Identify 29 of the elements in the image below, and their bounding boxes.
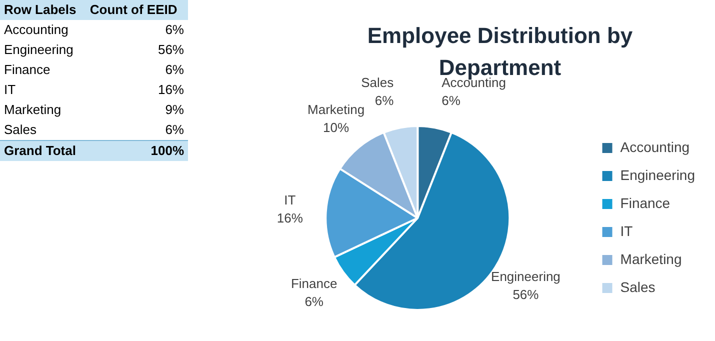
legend-label: Marketing: [620, 250, 682, 267]
text: 6%: [164, 21, 185, 39]
text: IT: [3, 81, 17, 99]
legend-label: Finance: [620, 194, 670, 211]
legend-label: Accounting: [620, 138, 690, 155]
text: Sales: [3, 121, 38, 139]
data-label: 6%: [374, 92, 394, 108]
slice-label: Engineering: [491, 269, 560, 284]
slice-label: Finance: [290, 276, 338, 291]
slice-label: IT: [284, 192, 296, 208]
text: Marketing: [3, 101, 62, 119]
legend-label: Sales: [620, 278, 656, 295]
data-label: 16%: [276, 210, 304, 226]
text: 56%: [156, 41, 185, 59]
data-label: 56%: [512, 287, 540, 302]
data-label: 6%: [304, 294, 324, 309]
slice-label: Marketing: [308, 102, 365, 117]
text: 16%: [156, 81, 185, 99]
text: 9%: [164, 101, 185, 119]
legend-label: Engineering: [620, 166, 696, 183]
data-label: 10%: [323, 120, 350, 135]
text: Accounting: [3, 21, 70, 39]
text: Finance: [3, 61, 52, 79]
text: 6%: [164, 121, 185, 139]
data-label: 6%: [442, 92, 461, 108]
text: Engineering: [3, 41, 74, 59]
slice-label: Sales: [361, 74, 394, 90]
text: 6%: [164, 61, 185, 79]
legend-label: IT: [620, 222, 634, 239]
